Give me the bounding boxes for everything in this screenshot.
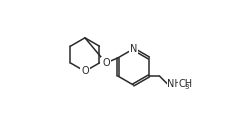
Text: CH: CH [178,79,192,89]
Text: O: O [102,58,110,68]
Text: NH: NH [167,79,182,89]
Text: O: O [81,66,89,76]
Text: N: N [130,44,137,54]
Text: 3: 3 [185,84,189,91]
